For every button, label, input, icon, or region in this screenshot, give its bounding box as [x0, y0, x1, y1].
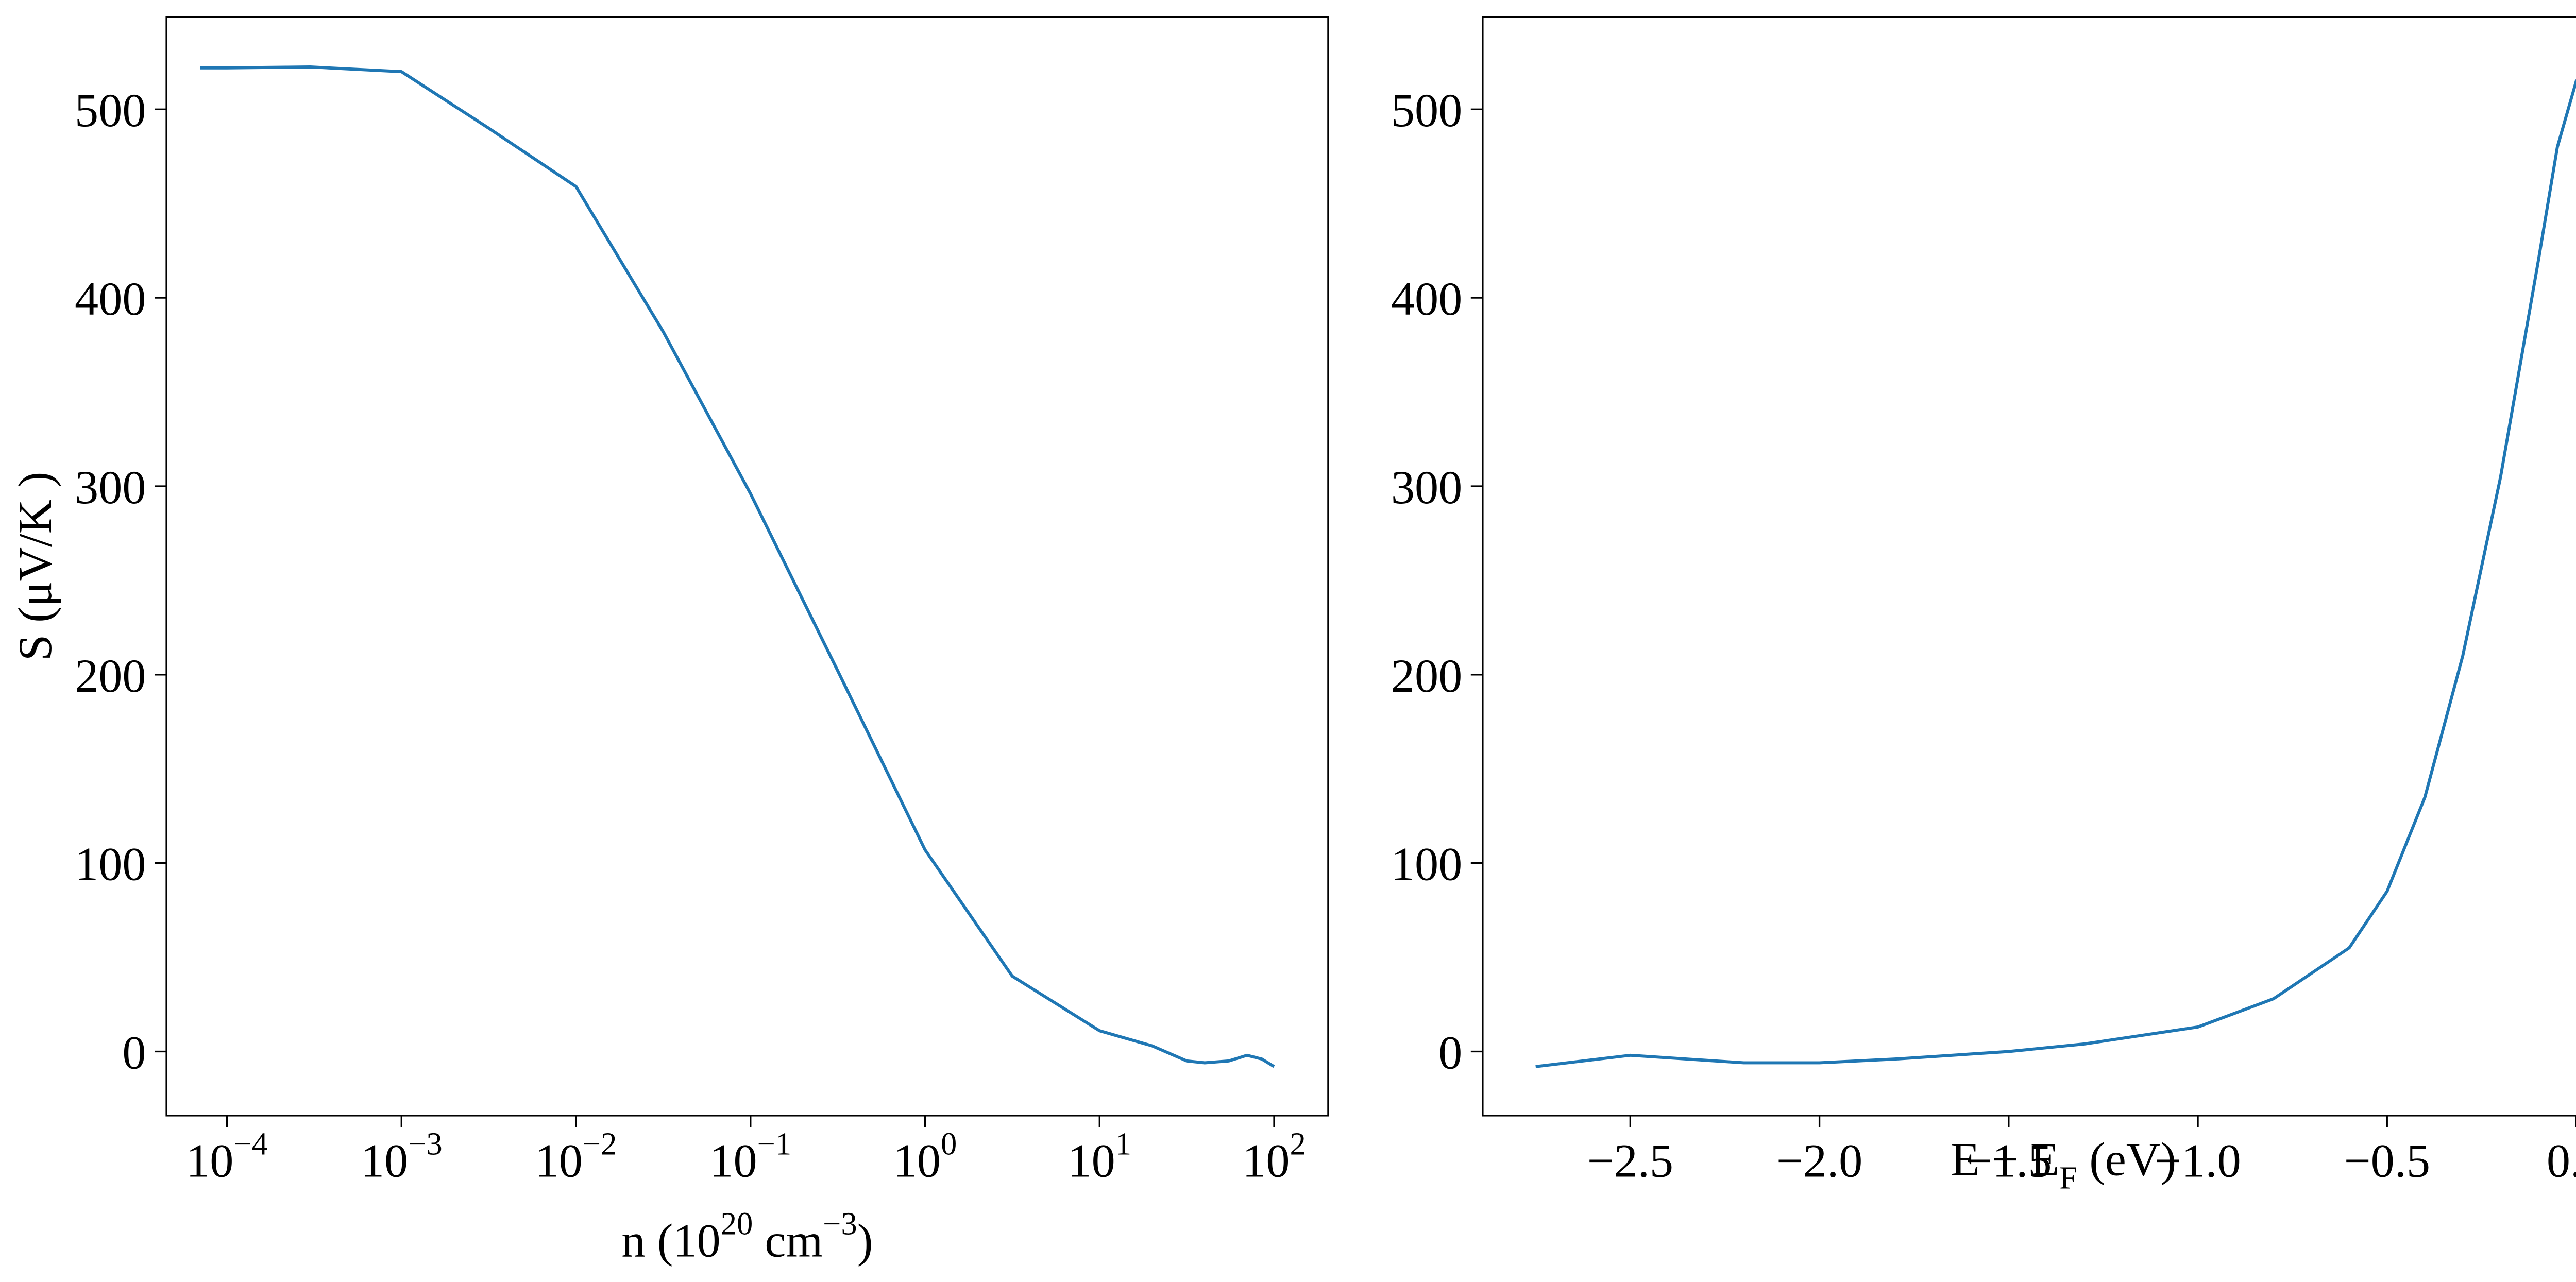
plot-frame: [165, 16, 1329, 1117]
x-tick-label: 102: [1242, 1126, 1306, 1187]
x-tick-label: 10−2: [535, 1126, 617, 1187]
x-label-script: −3: [823, 1206, 857, 1242]
y-tick-label: 400: [1391, 272, 1462, 325]
tick-base: 10: [1242, 1135, 1290, 1187]
tick-base: 10: [361, 1135, 408, 1187]
x-tick-label: 0.0: [2547, 1135, 2576, 1187]
y-tick-label: 500: [1391, 84, 1462, 136]
x-tick-label: 10−4: [186, 1126, 268, 1187]
tick-power: 1: [1115, 1126, 1131, 1162]
tick-text: −0.5: [2344, 1135, 2430, 1187]
tick-text: −1.5: [1965, 1135, 2052, 1187]
tick-power: −1: [757, 1126, 792, 1162]
tick-power: −2: [583, 1126, 617, 1162]
tick-text: 0.0: [2547, 1135, 2576, 1187]
x-tick-label: −1.5: [1965, 1135, 2052, 1187]
y-tick-label: 100: [1391, 838, 1462, 891]
x-tick-label: 100: [893, 1126, 957, 1187]
tick-text: −2.0: [1776, 1135, 1862, 1187]
tick-base: 10: [1067, 1135, 1115, 1187]
x-label-script: F: [2059, 1160, 2077, 1196]
x-tick-label: 10−3: [361, 1126, 443, 1187]
data-line: [1535, 79, 2576, 1068]
x-tick-label: 101: [1067, 1126, 1131, 1187]
y-tick-label: 400: [75, 272, 146, 325]
x-tick-label: −0.5: [2344, 1135, 2430, 1187]
data-line: [200, 65, 1275, 1068]
x-label-part: E − E: [1951, 1133, 2059, 1185]
tick-base: 10: [893, 1135, 941, 1187]
x-tick-label: −2.0: [1776, 1135, 1862, 1187]
tick-power: −4: [233, 1126, 268, 1162]
y-tick-label: 200: [1391, 649, 1462, 702]
x-axis-label: n (1020 cm−3): [621, 1206, 873, 1267]
x-axis-label: E − EF (eV): [1951, 1133, 2176, 1195]
x-label-part: (eV): [2077, 1133, 2176, 1185]
x-label-script: 20: [721, 1206, 753, 1242]
x-label-part: cm: [753, 1215, 823, 1267]
y-tick-label: 0: [1438, 1026, 1462, 1079]
x-tick-label: −1.0: [2155, 1135, 2241, 1187]
tick-power: 0: [941, 1126, 957, 1162]
tick-power: −3: [408, 1126, 443, 1162]
tick-base: 10: [709, 1135, 757, 1187]
y-tick-label: 300: [1391, 461, 1462, 514]
tick-power: 2: [1290, 1126, 1306, 1162]
y-tick-label: 300: [75, 461, 146, 514]
x-label-part: n (10: [621, 1215, 720, 1267]
tick-base: 10: [535, 1135, 583, 1187]
x-tick-label: −2.5: [1587, 1135, 1673, 1187]
y-tick-label: 500: [75, 84, 146, 136]
y-tick-label: 0: [122, 1026, 146, 1079]
tick-text: −2.5: [1587, 1135, 1673, 1187]
y-tick-label: 100: [75, 838, 146, 891]
x-tick-label: 10−1: [709, 1126, 791, 1187]
y-axis-label: S (μV/K ): [9, 472, 61, 661]
panel: 0 100 200 300 400 500 −2.5 −2.0 −1.5 −1.0 −0.5 0.0 E…: [1391, 16, 2576, 1196]
x-label-part: ): [857, 1215, 873, 1267]
tick-base: 10: [186, 1135, 233, 1187]
tick-text: −1.0: [2155, 1135, 2241, 1187]
y-tick-label: 200: [75, 649, 146, 702]
plot-frame: [1482, 16, 2576, 1117]
